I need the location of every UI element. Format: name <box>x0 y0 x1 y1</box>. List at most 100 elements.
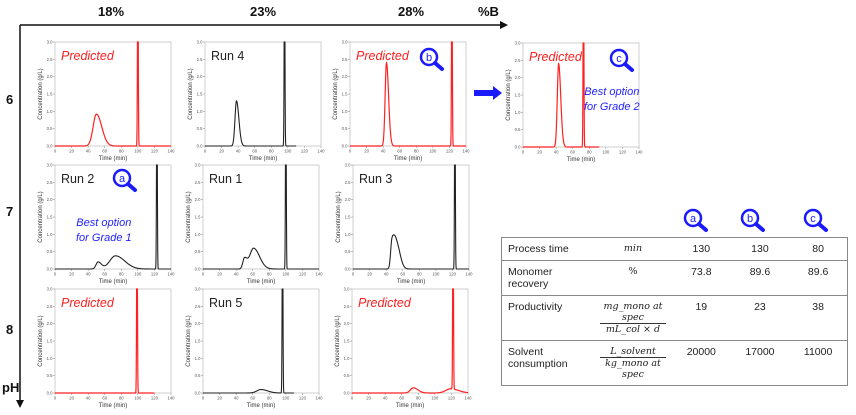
x-tick-label: 100 <box>134 396 142 401</box>
concentration-trace <box>353 164 469 270</box>
row-unit: % <box>594 260 672 296</box>
y-axis-label: Concentration (g/L) <box>336 191 342 242</box>
table-row: Monomer recovery % 73.8 89.6 89.6 <box>501 260 848 296</box>
row-unit: mg_mono at spec mL_col × d <box>594 295 672 341</box>
y-tick-label: 2.0 <box>47 321 53 326</box>
x-axis-label: Time (min) <box>249 156 277 162</box>
x-tick-label: 40 <box>383 396 388 401</box>
y-tick-label: 1.5 <box>195 339 201 344</box>
x-tick-label: 140 <box>463 149 471 154</box>
y-tick-label: 2.5 <box>47 57 53 62</box>
y-axis-label: Concentration (g/L) <box>188 68 194 119</box>
x-tick-label: 40 <box>381 149 386 154</box>
value-a: 130 <box>672 237 731 261</box>
b-level-18: 18% <box>98 4 125 19</box>
value-c: 11000 <box>789 340 848 386</box>
concentration-trace <box>55 41 171 147</box>
y-tick-label: 0.0 <box>345 267 351 272</box>
x-tick-label: 80 <box>269 149 274 154</box>
y-axis-label: Concentration (g/L) <box>186 315 192 366</box>
x-tick-label: 60 <box>397 149 402 154</box>
x-tick-label: 120 <box>446 149 454 154</box>
y-tick-label: 0.5 <box>515 127 521 132</box>
y-tick-label: 1.0 <box>515 110 521 115</box>
y-tick-label: 1.0 <box>47 109 53 114</box>
panel-label: Run 3 <box>359 172 392 186</box>
y-tick-label: 2.5 <box>47 304 53 309</box>
x-tick-label: 100 <box>432 272 440 277</box>
value-a: 20000 <box>672 340 731 386</box>
panel-label: Run 4 <box>211 49 244 63</box>
best-option-line1: Best option <box>584 86 640 98</box>
chromatogram-pH6-28: 0.0 0.5 1.0 1.5 2.0 2.5 3.0 0 20 40 60 80 100 120 140 T… <box>333 40 471 163</box>
x-tick-label: 100 <box>282 396 290 401</box>
x-tick-label: 60 <box>570 150 575 155</box>
x-tick-label: 0 <box>522 150 525 155</box>
plot-frame <box>54 41 172 147</box>
x-tick-label: 60 <box>102 396 107 401</box>
y-axis-label: Concentration (g/L) <box>186 191 192 242</box>
value-c: 89.6 <box>789 260 848 296</box>
x-tick-label: 60 <box>400 272 405 277</box>
y-tick-label: 2.0 <box>345 197 351 202</box>
b-axis-title: %B <box>478 4 499 19</box>
ph-axis-title: pH <box>2 380 20 395</box>
y-tick-label: 0.0 <box>515 145 521 150</box>
row-unit: L_solvent kg_mono at spec <box>594 340 672 386</box>
y-tick-label: 1.0 <box>344 356 350 361</box>
y-tick-label: 1.0 <box>195 356 201 361</box>
value-a: 19 <box>672 295 731 341</box>
y-tick-label: 2.0 <box>515 75 521 80</box>
x-tick-label: 0 <box>54 396 57 401</box>
x-tick-label: 0 <box>349 149 352 154</box>
best-option-line2: for Grade 2 <box>584 101 640 113</box>
y-tick-label: 1.5 <box>345 215 351 220</box>
x-axis-label: Time (min) <box>99 279 127 285</box>
table-row: Productivity mg_mono at spec mL_col × d 1… <box>501 295 848 341</box>
x-tick-label: 20 <box>219 149 224 154</box>
x-tick-label: 20 <box>69 149 74 154</box>
unit-fraction: L_solvent kg_mono at spec <box>600 346 666 380</box>
y-tick-label: 1.5 <box>195 215 201 220</box>
x-tick-label: 80 <box>267 396 272 401</box>
x-tick-label: 120 <box>151 272 159 277</box>
x-tick-label: 40 <box>236 149 241 154</box>
y-tick-label: 1.5 <box>344 339 350 344</box>
x-tick-label: 20 <box>364 149 369 154</box>
y-tick-label: 1.0 <box>47 232 53 237</box>
plot-frame <box>352 164 470 270</box>
y-axis-label: Concentration (g/L) <box>335 315 341 366</box>
panel-label: Predicted <box>358 296 412 310</box>
x-tick-label: 20 <box>69 396 74 401</box>
x-tick-label: 20 <box>366 396 371 401</box>
y-tick-label: 1.5 <box>47 92 53 97</box>
concentration-trace <box>352 288 469 394</box>
x-tick-label: 100 <box>429 149 437 154</box>
right-arrow-icon <box>474 86 502 100</box>
table-row: Solvent consumption L_solvent kg_mono at … <box>501 340 848 386</box>
chromatogram-pH6-18: 0.0 0.5 1.0 1.5 2.0 2.5 3.0 0 20 40 60 80 100 120 140 T… <box>38 40 175 163</box>
y-tick-label: 0.5 <box>197 126 203 131</box>
y-tick-label: 2.0 <box>197 74 203 79</box>
x-tick-label: 120 <box>299 272 307 277</box>
y-tick-label: 0.5 <box>344 373 350 378</box>
x-tick-label: 40 <box>554 150 559 155</box>
y-tick-label: 3.0 <box>344 287 350 292</box>
row-label: Process time <box>501 237 594 261</box>
x-tick-label: 140 <box>466 272 474 277</box>
row-unit: min <box>594 237 672 261</box>
value-b: 130 <box>730 237 790 261</box>
ph-level-6: 6 <box>6 92 14 107</box>
concentration-trace <box>55 164 171 270</box>
x-tick-label: 140 <box>636 150 644 155</box>
y-tick-label: 2.0 <box>195 321 201 326</box>
ph-level-8: 8 <box>6 322 14 337</box>
x-tick-label: 0 <box>351 396 354 401</box>
x-tick-label: 0 <box>54 272 57 277</box>
y-tick-label: 3.0 <box>195 287 201 292</box>
x-tick-label: 140 <box>465 396 473 401</box>
x-tick-label: 120 <box>619 150 627 155</box>
x-axis-label: Time (min) <box>396 403 424 409</box>
x-tick-label: 120 <box>151 149 159 154</box>
y-tick-label: 3.0 <box>47 287 53 292</box>
